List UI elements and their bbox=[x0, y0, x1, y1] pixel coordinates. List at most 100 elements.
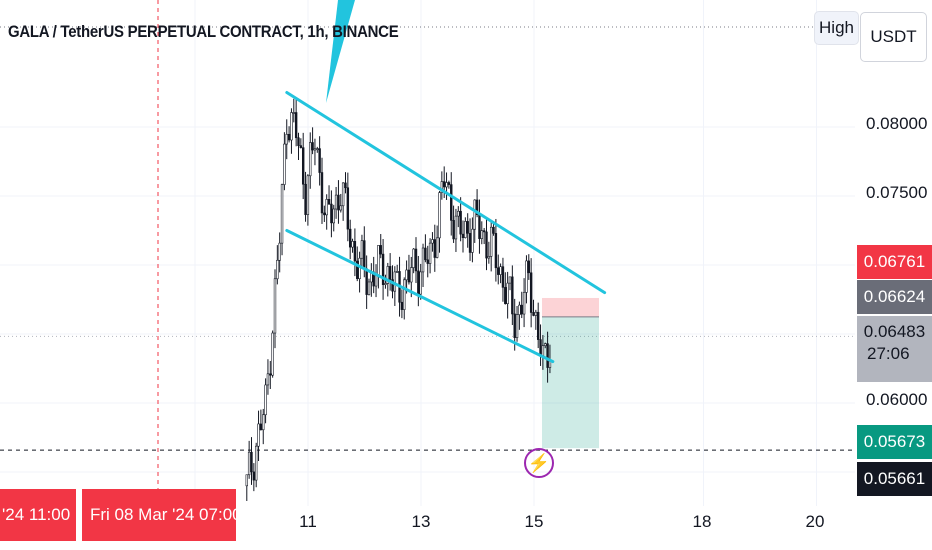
candle-body bbox=[276, 259, 279, 280]
candle-body bbox=[457, 210, 460, 217]
candle-body bbox=[257, 423, 260, 447]
stop-zone bbox=[542, 297, 599, 317]
candle-body bbox=[252, 471, 256, 481]
candle-body bbox=[412, 248, 415, 268]
candle-body bbox=[360, 240, 364, 259]
candle-body bbox=[346, 187, 350, 230]
low-price-label: 0.05661 bbox=[857, 462, 932, 496]
candle-body bbox=[445, 182, 448, 188]
candle-body bbox=[283, 143, 286, 185]
price-tick: 0.08000 bbox=[866, 114, 928, 133]
candle-body bbox=[318, 148, 321, 173]
candle-body bbox=[428, 242, 432, 264]
candle-body bbox=[515, 314, 519, 338]
candle-body bbox=[536, 311, 540, 340]
candle-body bbox=[541, 345, 545, 357]
candle-body bbox=[332, 208, 335, 224]
candle-body bbox=[395, 271, 399, 273]
candle-body bbox=[529, 272, 533, 313]
candle-body bbox=[358, 257, 361, 279]
symbol-title: GALA / TetherUS PERPETUAL CONTRACT, 1h, … bbox=[8, 22, 399, 41]
candle-body bbox=[489, 226, 493, 257]
candle-body bbox=[447, 182, 451, 185]
candle-body bbox=[454, 215, 458, 240]
candle-body bbox=[299, 145, 303, 148]
crosshair-time-label-left: '24 11:00 bbox=[0, 489, 76, 541]
stop-price-label: 0.06761 bbox=[857, 245, 932, 279]
candle-body bbox=[393, 271, 397, 292]
candle-body bbox=[379, 245, 382, 255]
candle-body bbox=[334, 194, 338, 210]
candle-body bbox=[471, 228, 474, 253]
candle-body bbox=[410, 267, 413, 283]
candle-body bbox=[466, 221, 469, 234]
target-price-label: 0.05673 bbox=[857, 425, 932, 459]
candle-body bbox=[478, 214, 481, 239]
candle-body bbox=[435, 237, 439, 258]
candle-body bbox=[513, 313, 516, 338]
candle-body bbox=[294, 112, 298, 139]
candle-body bbox=[522, 292, 526, 315]
high-button[interactable]: High bbox=[814, 11, 859, 45]
candle-body bbox=[485, 231, 488, 259]
candle-body bbox=[452, 220, 455, 240]
candle-body bbox=[316, 148, 319, 150]
candle-body bbox=[377, 245, 380, 276]
candle-body bbox=[330, 203, 333, 224]
candle-body bbox=[374, 275, 378, 287]
candle-body bbox=[480, 230, 483, 239]
candle-body bbox=[497, 267, 500, 275]
candle-body bbox=[431, 239, 434, 244]
candle-body bbox=[461, 233, 465, 238]
candle-body bbox=[280, 184, 284, 244]
candle-body bbox=[494, 233, 498, 269]
candle-body bbox=[424, 247, 427, 261]
candle-body bbox=[473, 199, 476, 230]
candle-body bbox=[297, 137, 300, 146]
candle-body bbox=[506, 282, 509, 305]
candle-body bbox=[464, 221, 467, 238]
time-tick: 18 bbox=[692, 512, 712, 531]
candle-body bbox=[245, 474, 248, 487]
candle-body bbox=[344, 182, 347, 189]
candle-body bbox=[356, 260, 359, 279]
candle-body bbox=[511, 276, 514, 315]
candle-body bbox=[532, 312, 535, 316]
candle-body bbox=[440, 181, 444, 193]
candle-body bbox=[386, 266, 389, 284]
candle-body bbox=[365, 268, 368, 295]
candle-body bbox=[311, 142, 314, 151]
candle-body bbox=[419, 271, 422, 295]
candle-body bbox=[525, 260, 528, 293]
lightning-icon[interactable]: ⚡ bbox=[524, 448, 554, 478]
candle-body bbox=[337, 194, 340, 211]
candle-body bbox=[504, 287, 507, 305]
candle-body bbox=[482, 230, 486, 233]
candle-body bbox=[508, 276, 512, 284]
crosshair-time-label: Fri 08 Mar '24 07:00 bbox=[82, 489, 242, 541]
candle-body bbox=[388, 266, 392, 280]
candle-body bbox=[325, 199, 328, 216]
candle-body bbox=[499, 266, 502, 275]
currency-button[interactable]: USDT bbox=[860, 12, 927, 62]
candle-body bbox=[254, 445, 258, 481]
candle-body bbox=[438, 192, 441, 239]
candle-body bbox=[285, 133, 288, 145]
candle-body bbox=[339, 205, 342, 211]
arrow-shape bbox=[326, 0, 355, 103]
candle-body bbox=[320, 172, 324, 214]
candle-body bbox=[527, 260, 530, 274]
candle-body bbox=[492, 226, 495, 234]
candle-body bbox=[309, 142, 312, 177]
candle-body bbox=[433, 239, 436, 258]
channel-upper-line bbox=[285, 91, 607, 295]
candle-body bbox=[247, 451, 251, 476]
time-tick: 15 bbox=[524, 512, 544, 531]
candle-body bbox=[313, 148, 317, 151]
candle-body bbox=[381, 253, 385, 285]
candle-body bbox=[534, 311, 538, 316]
candle-body bbox=[290, 112, 293, 141]
candle-body bbox=[426, 259, 429, 264]
candle-body bbox=[259, 423, 263, 431]
